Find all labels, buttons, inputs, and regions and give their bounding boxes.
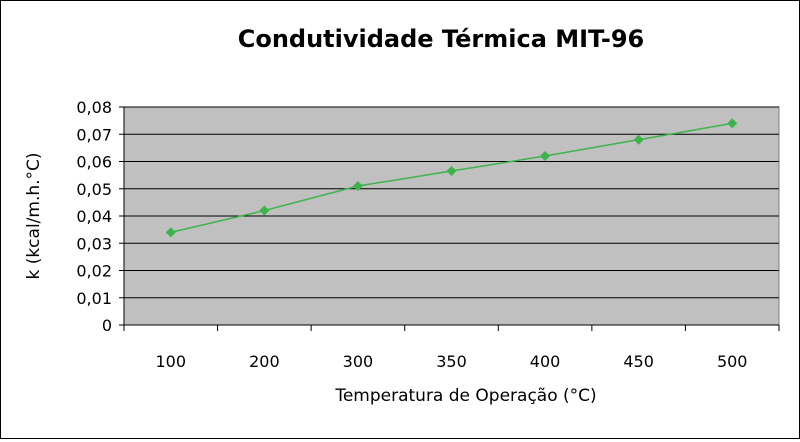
data-point: [259, 205, 270, 216]
chart-title: Condutividade Térmica MIT-96: [238, 25, 645, 53]
data-point: [540, 151, 551, 162]
data-point: [352, 181, 363, 192]
data-point: [633, 134, 644, 145]
x-tick-label: 200: [249, 352, 280, 371]
y-tick-label: 0: [102, 316, 112, 335]
y-tick-label: 0,01: [76, 289, 112, 308]
x-tick-label: 450: [623, 352, 654, 371]
data-point: [165, 227, 176, 238]
y-tick-label: 0,05: [76, 180, 112, 199]
data-point: [727, 118, 738, 129]
y-tick-label: 0,04: [76, 207, 112, 226]
y-tick-labels: 0 0,01 0,02 0,03 0,04 0,05 0,06 0,07 0,08: [76, 98, 112, 335]
x-axis-title: Temperatura de Operação (°C): [334, 386, 596, 406]
axes: [119, 106, 780, 331]
x-tick-label: 500: [717, 352, 748, 371]
y-axis-title: k (kcal/m.h.°C): [24, 152, 44, 279]
y-tick-label: 0,08: [76, 98, 112, 117]
data-point: [446, 166, 457, 177]
y-tick-label: 0,07: [76, 125, 112, 144]
x-tick-label: 300: [343, 352, 374, 371]
y-tick-label: 0,03: [76, 234, 112, 253]
x-tick-label: 400: [530, 352, 561, 371]
x-tick-label: 100: [156, 352, 187, 371]
x-tick-labels: 100 200 300 350 400 450 500: [156, 352, 748, 371]
x-tick-label: 350: [436, 352, 467, 371]
series-group: [165, 118, 738, 238]
y-tick-label: 0,02: [76, 262, 112, 281]
y-tick-label: 0,06: [76, 153, 112, 172]
